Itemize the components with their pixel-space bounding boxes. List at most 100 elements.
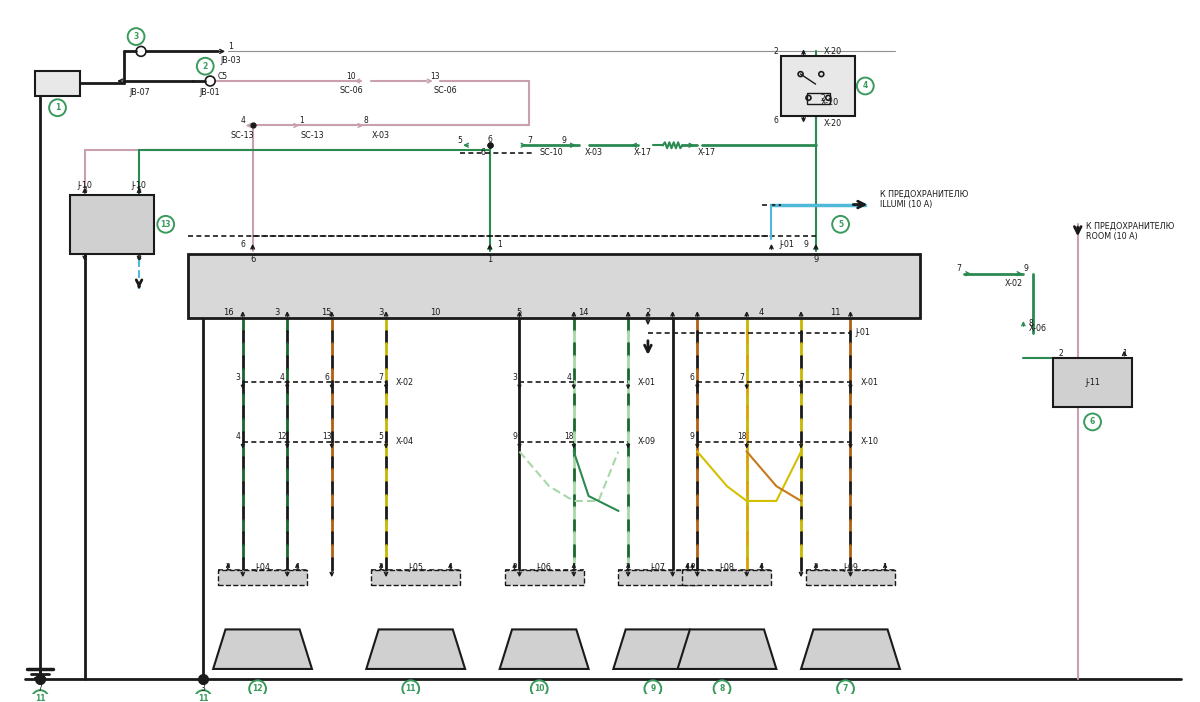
FancyBboxPatch shape: [188, 254, 919, 318]
Text: 1: 1: [300, 116, 305, 125]
Text: 6: 6: [1090, 418, 1096, 426]
Text: 2: 2: [646, 307, 650, 317]
Text: 4: 4: [235, 432, 240, 442]
FancyBboxPatch shape: [806, 93, 830, 104]
Text: 2: 2: [814, 563, 818, 571]
Text: J-09: J-09: [842, 563, 858, 571]
Text: X-03: X-03: [584, 147, 602, 157]
Text: 4: 4: [566, 373, 571, 382]
Text: X-02: X-02: [396, 378, 414, 387]
Text: 10: 10: [431, 307, 440, 317]
Text: J-01: J-01: [779, 239, 794, 249]
Text: 3: 3: [275, 307, 280, 317]
Text: 2: 2: [1058, 349, 1063, 358]
Text: 15: 15: [322, 307, 332, 317]
Text: 4: 4: [137, 253, 142, 263]
Text: 9: 9: [650, 684, 655, 693]
Text: 6: 6: [774, 116, 779, 125]
FancyBboxPatch shape: [371, 570, 460, 585]
Text: J-07: J-07: [650, 563, 665, 571]
Text: 6: 6: [690, 373, 695, 382]
Text: 7: 7: [379, 373, 384, 382]
Text: 11: 11: [35, 694, 46, 702]
Text: X-09: X-09: [638, 437, 656, 446]
Text: SC-10: SC-10: [539, 147, 563, 157]
Text: 1: 1: [571, 563, 576, 571]
Text: 1: 1: [448, 563, 452, 571]
Text: 2: 2: [821, 94, 826, 103]
Text: 8: 8: [719, 684, 725, 693]
FancyBboxPatch shape: [1054, 358, 1132, 407]
FancyBboxPatch shape: [683, 570, 772, 585]
Text: 1: 1: [487, 256, 492, 265]
FancyBboxPatch shape: [70, 194, 154, 254]
Text: 1: 1: [685, 563, 690, 571]
Text: JB-03: JB-03: [221, 55, 241, 65]
Polygon shape: [499, 630, 589, 669]
Text: 5: 5: [379, 432, 384, 442]
Text: 9: 9: [804, 239, 809, 249]
Text: X-02: X-02: [1004, 279, 1022, 288]
Text: 5: 5: [137, 186, 142, 195]
Text: X-17: X-17: [698, 147, 716, 157]
Text: J-11: J-11: [1085, 378, 1100, 387]
Text: 6: 6: [487, 135, 492, 144]
FancyBboxPatch shape: [218, 570, 307, 585]
Text: X-01: X-01: [860, 378, 878, 387]
Text: 2: 2: [512, 563, 517, 571]
Text: X-20: X-20: [821, 98, 839, 107]
Text: 8: 8: [1028, 319, 1033, 328]
Text: 1: 1: [228, 42, 234, 51]
Text: JB-01: JB-01: [200, 88, 221, 98]
Text: 9: 9: [814, 256, 818, 265]
Text: 6: 6: [240, 239, 245, 249]
Text: 1: 1: [1122, 349, 1127, 358]
Text: J-01: J-01: [856, 329, 870, 338]
Text: 5: 5: [838, 220, 844, 229]
Text: 8: 8: [364, 116, 368, 125]
Text: 4: 4: [758, 307, 764, 317]
Text: 2: 2: [774, 47, 779, 56]
Text: 12: 12: [252, 684, 263, 693]
Text: 11: 11: [406, 684, 416, 693]
Text: 7: 7: [527, 135, 532, 145]
Text: J-10: J-10: [77, 181, 92, 190]
Text: 7: 7: [842, 684, 848, 693]
Text: 13: 13: [431, 72, 440, 81]
Text: 3: 3: [200, 684, 205, 693]
Text: 1: 1: [55, 103, 60, 112]
FancyBboxPatch shape: [35, 71, 79, 96]
FancyBboxPatch shape: [806, 570, 895, 585]
Text: X-20: X-20: [823, 119, 841, 128]
Text: 3: 3: [512, 373, 517, 382]
Text: 9: 9: [512, 432, 517, 442]
Text: 2: 2: [226, 563, 230, 571]
Text: 14: 14: [578, 307, 589, 317]
Text: X-03: X-03: [372, 131, 390, 140]
Text: 4: 4: [240, 116, 245, 125]
Text: C5: C5: [218, 72, 228, 81]
Text: J-10: J-10: [132, 181, 146, 190]
Text: X-01: X-01: [638, 378, 656, 387]
Text: 5: 5: [517, 307, 522, 317]
Text: SC-06: SC-06: [433, 86, 457, 95]
Text: 4: 4: [280, 373, 284, 382]
Text: 18: 18: [737, 432, 746, 442]
Text: SC-06: SC-06: [340, 86, 364, 95]
Text: 11: 11: [830, 307, 841, 317]
Text: 10: 10: [347, 72, 356, 81]
Text: 3: 3: [378, 307, 384, 317]
Text: X-06: X-06: [1028, 324, 1046, 333]
Text: 4: 4: [863, 81, 868, 91]
Text: 1: 1: [760, 563, 764, 571]
Polygon shape: [678, 630, 776, 669]
Text: X-17: X-17: [634, 147, 652, 157]
Text: X-10: X-10: [860, 437, 878, 446]
Text: 3: 3: [133, 32, 139, 41]
Text: К ПРЕДОХРАНИТЕЛЮ
ROOM (10 А): К ПРЕДОХРАНИТЕЛЮ ROOM (10 А): [1086, 222, 1174, 241]
Text: К ПРЕДОХРАНИТЕЛЮ
ILLUMI (10 А): К ПРЕДОХРАНИТЕЛЮ ILLUMI (10 А): [880, 190, 968, 209]
Text: 9: 9: [1024, 264, 1028, 273]
Polygon shape: [802, 630, 900, 669]
Polygon shape: [613, 630, 702, 669]
FancyBboxPatch shape: [781, 56, 856, 116]
